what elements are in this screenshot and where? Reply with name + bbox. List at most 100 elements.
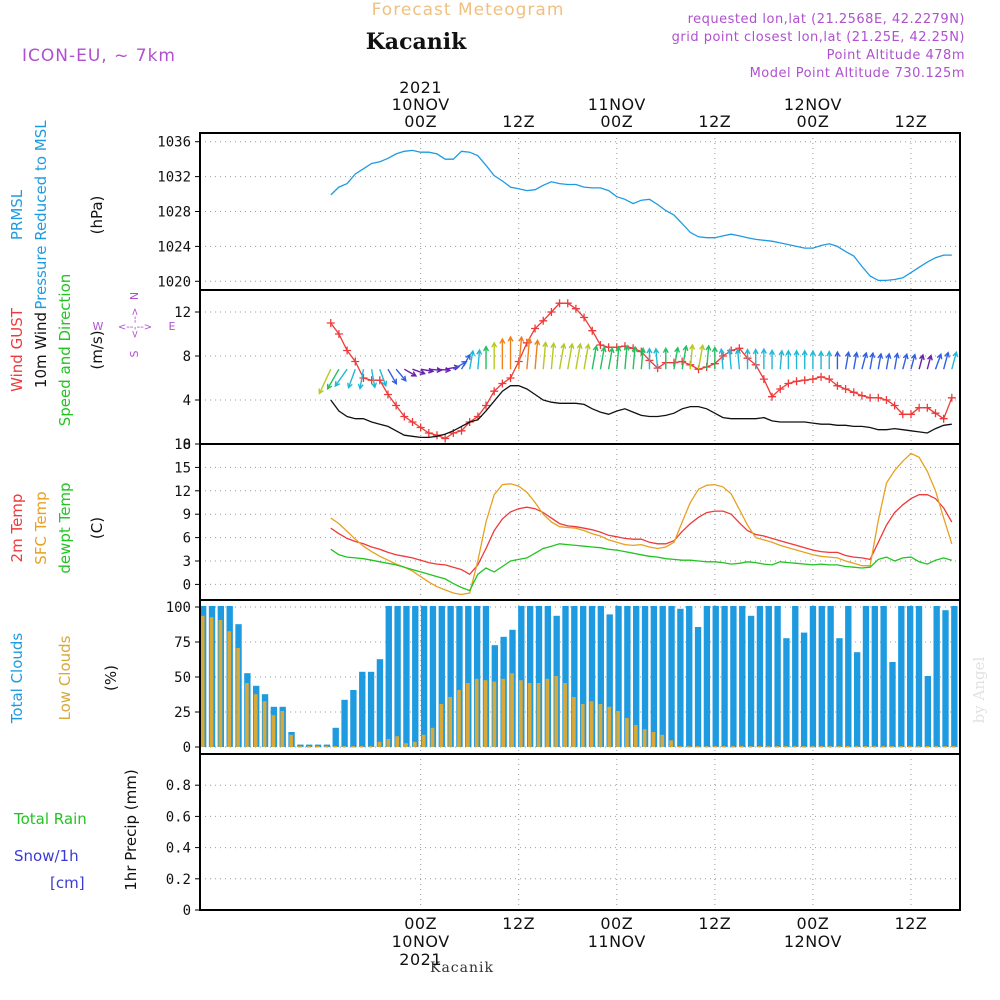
wind-direction-arrow xyxy=(778,349,785,370)
total-cloud-bar xyxy=(597,606,605,747)
bottom-time-label: 00Z xyxy=(796,914,829,933)
low-cloud-bar xyxy=(262,701,267,747)
total-cloud-bar xyxy=(314,744,322,747)
gust-marker xyxy=(808,375,817,384)
panel-clouds: 0 25 50 75 100 Total Clouds Low Clouds (%) xyxy=(8,599,961,756)
gust-marker xyxy=(898,410,907,419)
wind-direction-arrow xyxy=(918,353,925,370)
y-tick-label: 4 xyxy=(183,393,191,409)
bottom-time-label: 2021 xyxy=(399,950,442,969)
y-tick-label: 0.2 xyxy=(166,872,191,888)
bottom-time-label: 00Z xyxy=(600,914,633,933)
top-time-label: 11NOV xyxy=(588,95,646,114)
wind-direction-arrow xyxy=(334,368,348,388)
low-cloud-bar xyxy=(368,746,373,748)
low-cloud-bar xyxy=(545,678,550,747)
wind-direction-arrow xyxy=(726,348,733,370)
wind-direction-arrow xyxy=(370,369,378,389)
gust-marker xyxy=(326,319,335,327)
low-cloud-bar xyxy=(536,683,541,747)
low-cloud-bar xyxy=(766,746,771,748)
total-cloud-bar xyxy=(403,606,410,747)
y-tick-label: 9 xyxy=(183,507,191,523)
total-cloud-bar xyxy=(783,638,790,747)
total-cloud-bar xyxy=(571,606,578,747)
total-cloud-bar xyxy=(535,606,543,747)
total-cloud-bar xyxy=(792,606,799,747)
low-cloud-bar xyxy=(713,746,718,748)
total-cloud-bar xyxy=(951,606,958,747)
gust-marker xyxy=(490,387,499,396)
low-cloud-bar xyxy=(280,711,285,747)
total-cloud-bar xyxy=(350,690,357,747)
wind-direction-arrow xyxy=(476,348,483,370)
wind-direction-arrow xyxy=(599,345,607,370)
wind-direction-arrow xyxy=(387,368,398,385)
wind-direction-arrow xyxy=(639,346,646,370)
gust-marker xyxy=(678,357,687,366)
low-cloud-bar xyxy=(430,727,435,747)
gust-marker xyxy=(555,299,564,308)
gust-marker xyxy=(457,426,466,435)
low-cloud-bar xyxy=(801,746,806,748)
total-cloud-bar xyxy=(473,606,481,747)
gust-marker xyxy=(400,412,409,421)
low-cloud-bar xyxy=(846,746,850,748)
y-tick-label: 6 xyxy=(183,531,191,547)
precip-legend-label: Total Rain xyxy=(13,810,87,828)
y-tick-label: 0 xyxy=(183,577,191,593)
wind-direction-arrow xyxy=(653,347,660,370)
low-cloud-bar xyxy=(563,683,567,747)
wind-direction-arrow xyxy=(934,352,943,370)
wind-direction-arrow xyxy=(744,348,751,370)
total-cloud-bar xyxy=(306,744,313,747)
total-cloud-bar xyxy=(756,606,764,747)
point-altitude: Point Altitude 478m xyxy=(827,48,965,63)
requested-coordinates: requested lon,lat (21.2568E, 42.2279N) xyxy=(688,12,965,27)
gust-marker xyxy=(498,379,507,388)
total-cloud-bar xyxy=(544,606,552,747)
low-cloud-bar xyxy=(810,746,815,748)
total-cloud-bar xyxy=(376,659,384,747)
low-cloud-bar xyxy=(359,746,364,748)
low-cloud-bar xyxy=(289,734,293,747)
wind-direction-arrow xyxy=(711,345,718,370)
low-cloud-bar xyxy=(572,697,576,747)
total-cloud-bar xyxy=(836,638,843,747)
low-cloud-bar xyxy=(943,746,947,748)
wind-direction-arrow xyxy=(718,347,725,370)
total-cloud-bar xyxy=(818,606,825,747)
top-time-label: 00Z xyxy=(796,112,829,131)
gust-marker xyxy=(947,393,956,402)
y-tick-label: 15 xyxy=(174,460,191,476)
low-cloud-bar xyxy=(686,746,691,748)
top-time-label: 10NOV xyxy=(392,95,450,114)
wind-direction-arrow xyxy=(734,348,741,370)
y-axis-label: (hPa) xyxy=(88,196,106,235)
low-cloud-bar xyxy=(819,746,824,748)
total-cloud-bar xyxy=(606,614,613,747)
gust-marker xyxy=(768,392,777,401)
wind-direction-arrow xyxy=(801,349,808,370)
2m-temp-line xyxy=(330,494,953,576)
low-cloud-bar xyxy=(695,746,700,748)
y-tick-label: 1036 xyxy=(157,135,191,151)
gust-marker xyxy=(563,299,572,308)
wind-direction-arrow xyxy=(926,354,933,370)
total-cloud-bar xyxy=(765,606,772,747)
low-cloud-bar xyxy=(527,683,532,747)
y-tick-label: 50 xyxy=(174,670,191,686)
total-cloud-bar xyxy=(447,606,454,747)
total-cloud-bar xyxy=(518,606,525,747)
low-cloud-bar xyxy=(748,746,753,748)
low-cloud-bar xyxy=(492,681,497,747)
wind-direction-arrow xyxy=(826,350,833,370)
low-cloud-bar xyxy=(925,746,930,748)
total-cloud-bar xyxy=(615,606,622,747)
low-cloud-bar xyxy=(245,683,249,747)
wind-direction-arrow xyxy=(752,348,759,370)
gust-marker xyxy=(833,381,842,390)
total-cloud-bar xyxy=(915,606,923,747)
wind-direction-arrow xyxy=(705,344,712,370)
y-tick-label: 1024 xyxy=(157,239,191,255)
